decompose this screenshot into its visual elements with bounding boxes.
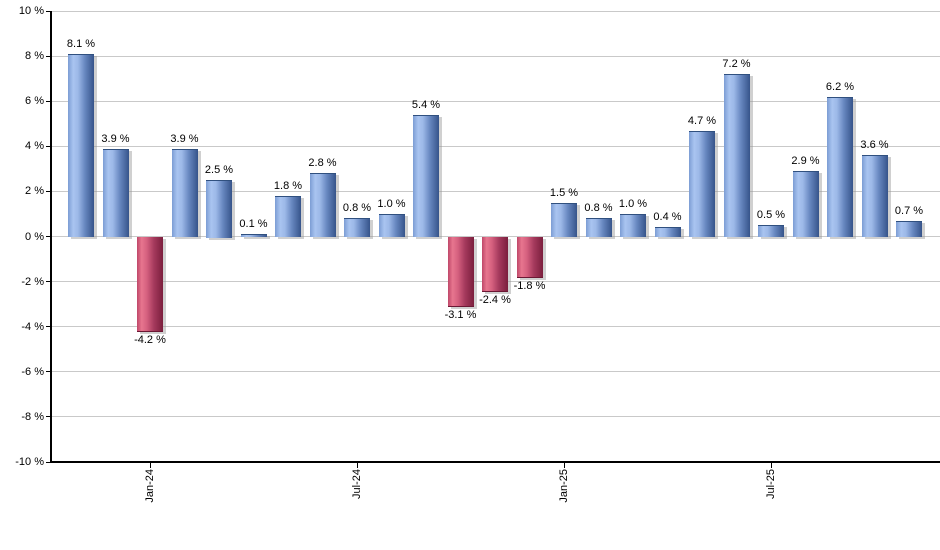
- y-axis-tick: [46, 281, 50, 283]
- bar: [654, 227, 681, 238]
- bar: [620, 213, 646, 238]
- y-axis-tick-label: -4 %: [21, 320, 44, 333]
- bar-value-label: -2.4 %: [479, 293, 511, 306]
- x-axis-tick-label: Jul-25: [765, 469, 777, 499]
- y-gridline: [50, 100, 940, 102]
- y-axis-tick-label: -2 %: [21, 275, 44, 288]
- bar: [551, 202, 577, 238]
- y-axis-tick-label: 8 %: [25, 50, 44, 63]
- y-axis-tick: [46, 190, 50, 192]
- bar-value-label: 8.1 %: [66, 37, 96, 50]
- bar: [102, 148, 129, 238]
- x-axis-line: [50, 461, 940, 463]
- bar-value-label: 3.9 %: [101, 132, 130, 145]
- x-axis-tick: [563, 463, 565, 468]
- y-axis-tick-label: -10 %: [15, 456, 44, 468]
- y-axis-tick: [46, 326, 50, 328]
- y-axis-tick: [46, 461, 50, 463]
- bar: [171, 148, 198, 238]
- bar: [206, 180, 232, 238]
- x-axis-tick-label: Jan-24: [144, 469, 156, 503]
- y-axis-tick-label: 0 %: [25, 230, 44, 243]
- y-axis-tick-label: -6 %: [21, 365, 44, 378]
- x-axis-tick: [149, 463, 151, 468]
- bar-value-label: -4.2 %: [134, 334, 166, 347]
- y-gridline: [50, 371, 940, 373]
- bar-value-label: 1.0 %: [618, 197, 648, 210]
- y-axis-line: [50, 11, 52, 463]
- bar: [309, 173, 336, 238]
- bar-value-label: 5.4 %: [411, 98, 441, 111]
- bar: [378, 213, 405, 238]
- y-axis-tick: [46, 236, 50, 237]
- y-axis-tick: [46, 371, 50, 373]
- y-gridline: [50, 326, 940, 328]
- bar: [482, 236, 508, 292]
- y-axis-tick: [46, 416, 50, 418]
- y-axis-tick: [46, 145, 50, 147]
- bar-value-label: 1.5 %: [549, 186, 579, 199]
- bar: [137, 236, 163, 333]
- bar-value-label: 1.0 %: [377, 197, 406, 210]
- bar: [758, 225, 784, 238]
- bar: [896, 220, 922, 238]
- bar-value-label: 6.2 %: [825, 80, 855, 93]
- bar: [447, 236, 474, 308]
- bar: [413, 114, 439, 238]
- bar: [827, 96, 853, 238]
- y-axis-tick: [46, 10, 50, 12]
- bar: [68, 53, 94, 238]
- y-axis-tick-label: 10 %: [18, 5, 44, 17]
- bar-value-label: -3.1 %: [444, 309, 477, 322]
- bar-value-label: 1.8 %: [273, 179, 303, 192]
- y-axis-tick: [46, 100, 50, 102]
- bar-value-label: 0.8 %: [342, 202, 372, 215]
- bar: [792, 171, 819, 238]
- bar-value-label: 0.8 %: [584, 202, 613, 215]
- y-gridline: [50, 145, 940, 147]
- y-gridline: [50, 55, 940, 57]
- y-axis-tick-label: 4 %: [25, 140, 44, 153]
- bar-value-label: 3.6 %: [860, 139, 889, 152]
- bar-value-label: 0.7 %: [894, 204, 924, 217]
- bar: [516, 236, 543, 279]
- y-axis-tick-label: 6 %: [25, 95, 44, 108]
- x-axis-tick-label: Jan-25: [558, 469, 570, 503]
- bar-value-label: 3.9 %: [170, 132, 199, 145]
- bar-value-label: -1.8 %: [513, 280, 546, 293]
- y-gridline: [50, 10, 940, 12]
- bar-value-label: 4.7 %: [687, 114, 717, 127]
- y-gridline: [50, 416, 940, 418]
- y-gridline: [50, 190, 940, 192]
- bar-value-label: 0.5 %: [756, 209, 786, 222]
- bar: [344, 218, 370, 238]
- bar-value-label: 7.2 %: [722, 58, 751, 71]
- bar: [585, 218, 612, 238]
- bar: [240, 234, 267, 238]
- bar: [275, 195, 301, 238]
- y-axis-tick-label: -8 %: [21, 410, 44, 423]
- x-axis-tick-label: Jul-24: [351, 469, 363, 499]
- x-axis-tick: [356, 463, 358, 468]
- bar-value-label: 2.9 %: [791, 155, 820, 168]
- bar: [861, 155, 888, 238]
- x-axis-tick: [770, 463, 772, 468]
- bar-value-label: 0.4 %: [653, 211, 682, 224]
- bar: [689, 130, 715, 238]
- bar-value-label: 2.5 %: [204, 164, 234, 177]
- y-axis-tick-label: 2 %: [25, 185, 44, 198]
- y-axis-tick: [46, 55, 50, 57]
- bar: [723, 74, 750, 238]
- bar-value-label: 2.8 %: [308, 157, 337, 170]
- bar-value-label: 0.1 %: [239, 218, 268, 231]
